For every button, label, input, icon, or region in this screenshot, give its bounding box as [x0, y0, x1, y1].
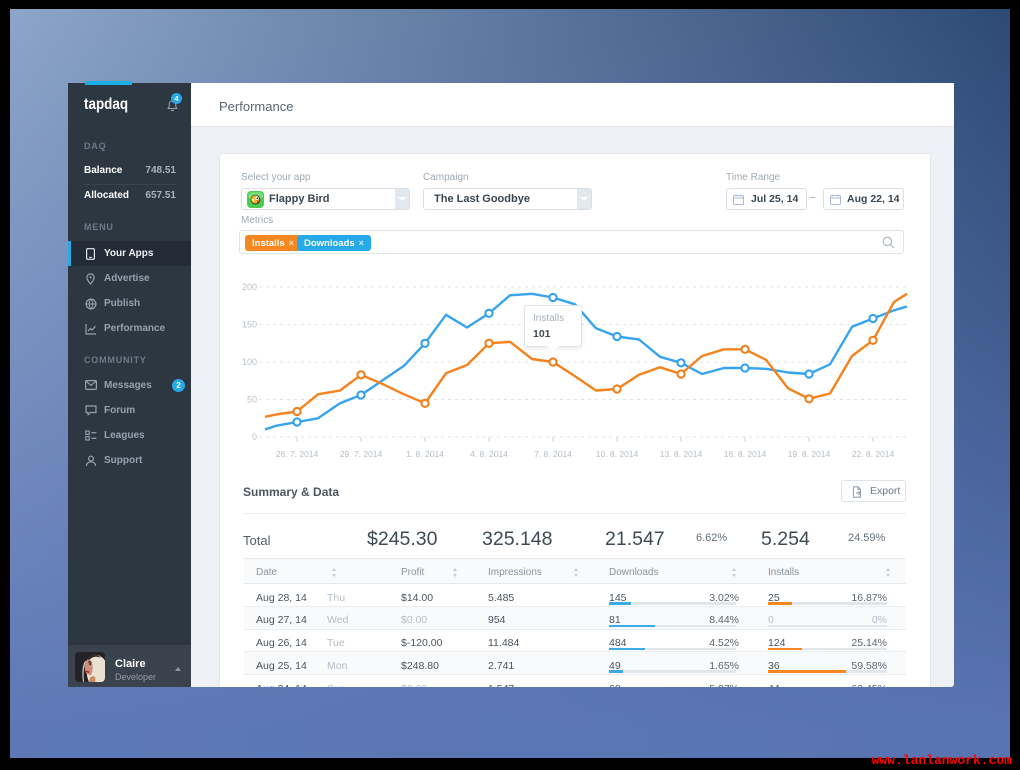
svg-text:22. 8. 2014: 22. 8. 2014	[852, 449, 895, 459]
svg-text:7. 8. 2014: 7. 8. 2014	[534, 449, 572, 459]
svg-text:10. 8. 2014: 10. 8. 2014	[596, 449, 639, 459]
svg-text:29. 7. 2014: 29. 7. 2014	[340, 449, 383, 459]
svg-text:50: 50	[247, 395, 257, 405]
svg-text:200: 200	[242, 282, 257, 292]
svg-text:13. 8. 2014: 13. 8. 2014	[660, 449, 703, 459]
svg-text:1. 8. 2014: 1. 8. 2014	[406, 449, 444, 459]
svg-text:16. 8. 2014: 16. 8. 2014	[724, 449, 767, 459]
svg-text:100: 100	[242, 357, 257, 367]
svg-text:0: 0	[252, 432, 257, 442]
svg-text:19. 8. 2014: 19. 8. 2014	[788, 449, 831, 459]
svg-text:4. 8. 2014: 4. 8. 2014	[470, 449, 508, 459]
svg-text:26. 7. 2014: 26. 7. 2014	[276, 449, 319, 459]
svg-text:150: 150	[242, 320, 257, 330]
